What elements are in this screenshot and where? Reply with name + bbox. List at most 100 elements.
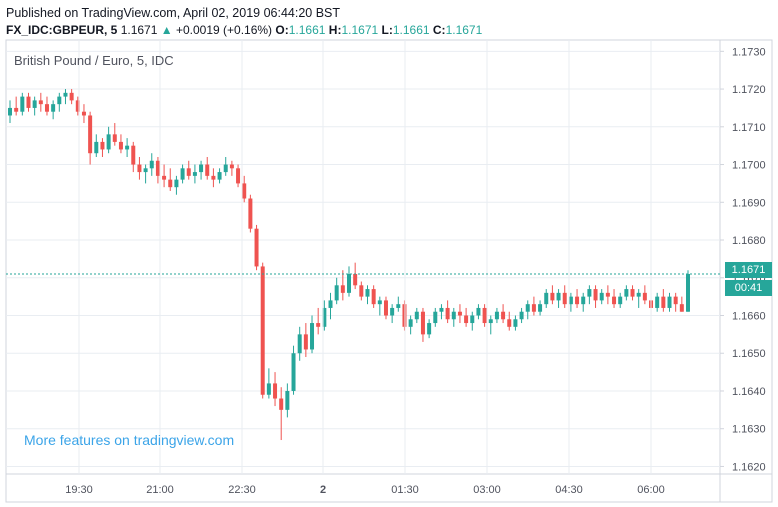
candle-body (686, 273, 690, 312)
candle-body (248, 198, 253, 229)
candle-body (340, 285, 345, 293)
candle-body (347, 273, 351, 293)
candle-body (599, 292, 604, 301)
candle-body (377, 300, 382, 305)
candle-body (32, 100, 37, 108)
candle-body (433, 311, 438, 324)
candle-body (180, 168, 185, 180)
published-caption: Published on TradingView.com, April 02, … (6, 6, 341, 20)
candle-body (186, 168, 191, 176)
x-tick-label: 04:30 (555, 484, 583, 496)
candle-body (20, 96, 25, 112)
candle-body (260, 266, 265, 395)
candle-body (316, 323, 321, 327)
candle-body (667, 296, 672, 308)
candle-body (538, 304, 543, 312)
candle-body (550, 292, 555, 301)
candle-body (273, 383, 278, 399)
candle-body (137, 164, 142, 173)
close-label: C: (432, 23, 446, 37)
candle-body (482, 307, 487, 324)
candle-body (359, 285, 364, 297)
candle-body (303, 334, 308, 350)
candle-body (562, 292, 567, 305)
candle-body (8, 107, 12, 116)
candle-body (51, 104, 56, 112)
candle-body (605, 292, 610, 297)
candle-body (679, 304, 684, 312)
candle-body (168, 179, 173, 188)
candle-body (618, 296, 623, 305)
candle-body (199, 164, 204, 173)
candle-body (322, 307, 327, 327)
watermark-link[interactable]: More features on tradingview.com (24, 432, 235, 448)
candle-body (612, 296, 617, 305)
candle-body (427, 323, 432, 335)
candle-body (457, 311, 462, 316)
candle-body (100, 141, 105, 150)
y-tick-label: 1.1680 (732, 235, 766, 247)
candle-body (217, 172, 222, 180)
candle-body (155, 160, 160, 176)
candle-body (476, 307, 481, 316)
candle-body (630, 289, 635, 297)
candle-body (371, 289, 376, 305)
candle-body (575, 296, 580, 305)
candle-body (501, 311, 506, 320)
candle-body (44, 104, 49, 112)
candle-body (513, 319, 518, 327)
x-tick-label: 21:00 (146, 484, 174, 496)
symbol-label[interactable]: FX_IDC:GBPEUR, 5 (6, 23, 118, 37)
candle-body (94, 141, 99, 154)
candle-body (519, 311, 524, 320)
candle-body (143, 168, 148, 173)
candle-body (445, 307, 450, 320)
last-price-tag: 1.1671 (725, 262, 772, 278)
candle-body (390, 307, 395, 316)
candle-body (420, 311, 425, 335)
candle-body (236, 168, 241, 184)
y-tick-label: 1.1700 (732, 160, 766, 172)
candle-body (26, 96, 31, 108)
candle-body (642, 292, 647, 301)
change-value: +0.0019 (+0.16%) (175, 23, 273, 37)
candle-body (470, 315, 475, 324)
x-tick-label: 03:00 (473, 484, 501, 496)
candle-body (211, 175, 216, 180)
candle-body (661, 296, 666, 308)
candle-body (75, 100, 80, 112)
x-tick-label: 2 (320, 484, 326, 496)
candle-body (229, 164, 234, 169)
candle-body (254, 228, 259, 267)
candle-body (106, 134, 111, 150)
candle-body (507, 319, 512, 327)
candle-body (88, 115, 93, 154)
y-tick-label: 1.1720 (732, 84, 766, 96)
candle-body (531, 304, 536, 312)
candle-body (673, 296, 678, 305)
candle-body (587, 289, 592, 297)
candle-body (568, 296, 573, 305)
candle-body (118, 141, 123, 150)
candle-body (174, 179, 179, 188)
candle-body (488, 319, 493, 324)
candle-body (655, 296, 660, 308)
up-arrow-icon: ▲ (160, 23, 173, 37)
open-value: 1.1661 (288, 23, 326, 37)
candle-body (328, 300, 333, 308)
candle-body (63, 92, 68, 97)
quote-line: FX_IDC:GBPEUR, 5 1.1671 ▲ +0.0019 (+0.16… (6, 23, 482, 37)
candle-body (223, 164, 228, 173)
y-tick-label: 1.1690 (732, 197, 766, 209)
candle-body (624, 289, 629, 297)
candle-body (439, 307, 444, 312)
candle-body (81, 111, 86, 116)
candle-body (525, 304, 530, 312)
x-tick-label: 19:30 (65, 484, 93, 496)
candle-body (451, 311, 456, 320)
open-label: O: (275, 23, 289, 37)
last-price: 1.1671 (120, 23, 158, 37)
candle-body (310, 323, 315, 350)
candle-body (57, 96, 62, 105)
